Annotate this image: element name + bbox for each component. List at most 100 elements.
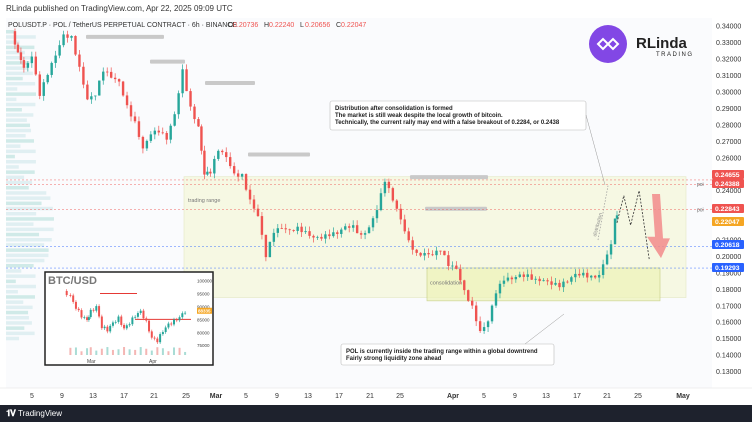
volume-profile-bar [6, 134, 26, 138]
resistance-marker [86, 34, 164, 39]
inset-x-tick: Apr [149, 359, 157, 365]
volume-profile-bar [6, 97, 17, 102]
volume-profile-bar [6, 102, 36, 107]
candle-body [562, 281, 565, 288]
candle-body [351, 225, 355, 228]
candle-body [498, 283, 502, 294]
candle-body [510, 277, 514, 280]
x-tick-label: 21 [603, 393, 611, 400]
volume-profile-bar [6, 279, 16, 284]
volume-profile-bar [6, 284, 36, 289]
inset-candle-body [117, 316, 120, 322]
volume-profile-bar [6, 170, 35, 174]
inset-volume-bar [80, 351, 83, 355]
volume-profile-bar [6, 186, 29, 190]
inset-candle-body [72, 295, 75, 302]
candle-body [435, 250, 438, 256]
candle-body [490, 305, 494, 322]
price-tag-label: 0.22843 [715, 206, 740, 213]
inset-price-label: 88335 [198, 308, 211, 313]
candle-body [82, 66, 85, 85]
candle-body [141, 136, 145, 149]
candle-body [324, 234, 327, 239]
candle-body [474, 305, 478, 322]
resistance-marker [425, 206, 487, 211]
volume-profile-bar [6, 217, 54, 221]
candle-body [264, 234, 268, 258]
volume-profile-bar [6, 175, 25, 180]
ohlc-label: C [336, 22, 341, 29]
bottom-note-box [340, 343, 555, 366]
bearish-arrow-icon [647, 193, 670, 259]
y-tick-label: 0.14000 [716, 353, 741, 360]
x-tick-label: 9 [275, 393, 279, 400]
bottom-note-line: Fairly strong liquidity zone ahead [346, 356, 442, 362]
volume-profile-bar [6, 336, 20, 341]
volume-profile-bar [6, 227, 54, 232]
candle-body [467, 290, 470, 301]
candle-body [530, 274, 533, 280]
x-tick-label: Mar [210, 393, 223, 400]
projection-path [616, 190, 650, 260]
inset-candle-body [114, 321, 117, 323]
inset-candle-body [136, 313, 139, 317]
inset-candle-body [164, 327, 167, 333]
candle-body [200, 126, 203, 151]
candle-body [419, 252, 422, 256]
inset-candle-body [87, 317, 90, 321]
candle-body [570, 277, 573, 282]
volume-profile-bar [6, 108, 22, 112]
y-axis-panel [712, 18, 752, 388]
candle-body [78, 54, 81, 67]
candle-body [371, 218, 375, 228]
inset-volume-bar [167, 351, 170, 355]
footer-brand[interactable]: TradingView [17, 409, 63, 418]
candle-body [566, 281, 569, 283]
volume-profile-bar [6, 50, 25, 55]
inset-candle-body [100, 316, 103, 329]
candle-body [13, 31, 17, 45]
inset-volume-bar [184, 351, 187, 355]
inset-candle-body [159, 334, 162, 343]
candle-body [209, 171, 212, 174]
inset-candle-body [170, 323, 173, 325]
candle-body [213, 158, 216, 174]
volume-profile-bar [6, 258, 45, 263]
candle-body [153, 130, 157, 135]
volume-profile-bar [6, 238, 52, 242]
candle-body [383, 181, 387, 194]
footer-bar: 𝟏𝐕 TradingView [0, 405, 752, 422]
candle-body [232, 166, 236, 174]
volume-profile-bar [6, 222, 34, 226]
candle-body [304, 231, 307, 233]
candle-body [106, 71, 109, 73]
inset-candle-body [125, 325, 128, 329]
inset-candle-body [65, 290, 68, 296]
volume-profile-bar [6, 201, 42, 206]
inset-x-tick: Mar [87, 359, 96, 365]
candle-body [181, 69, 184, 94]
candle-body [355, 225, 359, 234]
inset-title: BTC/USD [48, 275, 97, 287]
volume-profile-bar [6, 35, 36, 39]
candle-body [165, 132, 168, 140]
candle-body [605, 254, 609, 265]
tradingview-logo-icon[interactable]: 𝟏𝐕 [6, 408, 16, 418]
candle-body [70, 36, 73, 38]
candle-body [102, 71, 105, 81]
x-tick-label: Apr [447, 393, 459, 400]
candle-body [308, 231, 311, 236]
candle-body [578, 273, 581, 276]
volume-profile-bar [6, 269, 22, 273]
top-note-line: Technically, the current rally may end w… [335, 120, 560, 126]
volume-profile-bar [6, 87, 18, 91]
price-tag [712, 170, 744, 179]
bottom-note-line: POL is currently inside the trading rang… [346, 349, 538, 355]
volume-profile-bar [6, 45, 35, 50]
candle-body [189, 91, 192, 107]
y-tick-label: 0.13000 [716, 369, 741, 376]
candle-body [340, 229, 343, 234]
inset-volume-bar [100, 348, 103, 355]
volume-profile-bar [6, 305, 33, 310]
